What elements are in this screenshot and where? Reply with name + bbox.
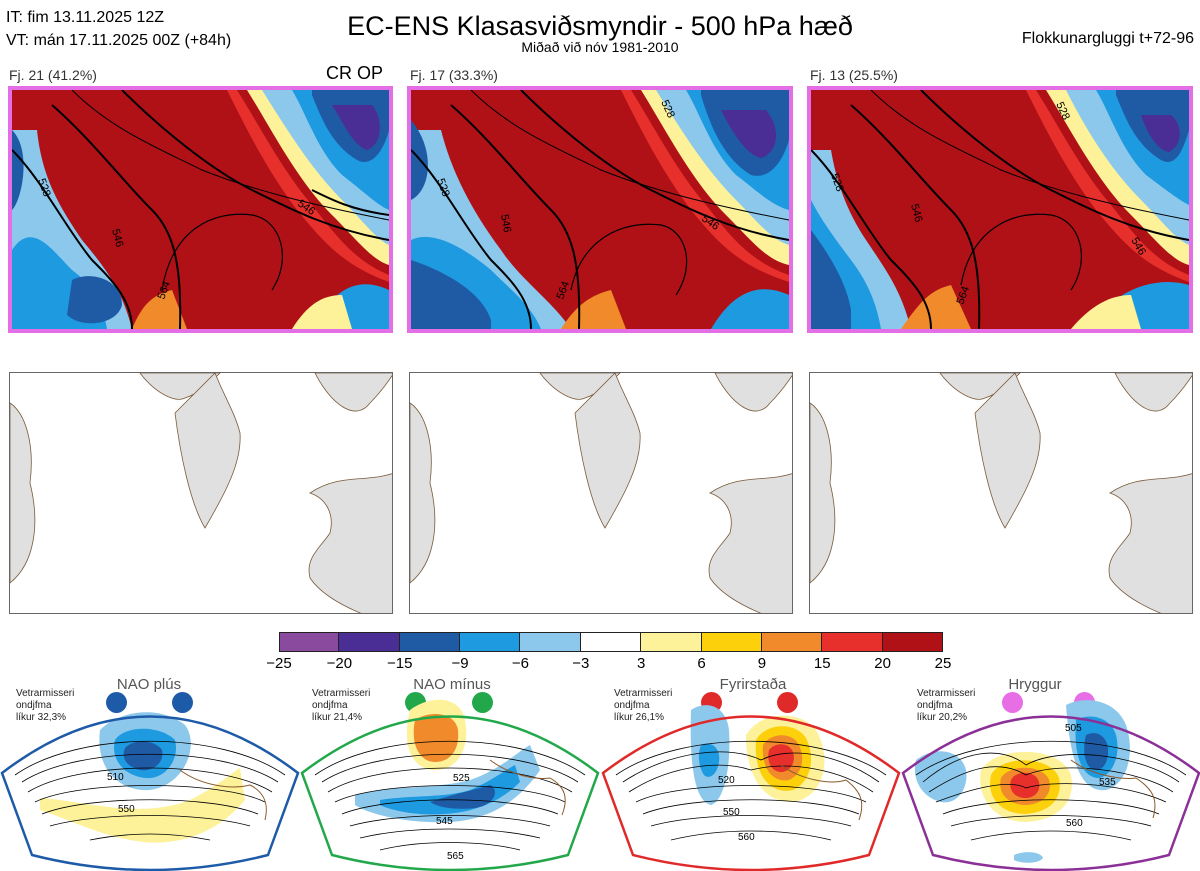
- colorbar-cell-7: [701, 632, 762, 652]
- panel-2-contour-label-a: 528: [434, 177, 452, 198]
- regime-4-note-prob: líkur 20,2%: [917, 712, 968, 723]
- colorbar-cell-4: [520, 632, 581, 652]
- run-info: IT: fim 13.11.2025 12Z VT: mán 17.11.202…: [6, 6, 231, 52]
- regime-2-dot-b: [472, 692, 493, 713]
- regime-1-dot-b: [172, 692, 193, 713]
- page-title: EC-ENS Klasasviðsmyndir - 500 hPa hæð: [347, 11, 853, 41]
- regime-1-contour-label-a: 510: [107, 772, 124, 783]
- panel-2-basemap: [409, 372, 793, 614]
- regime-3-note-season: Vetrarmisseri: [614, 688, 673, 699]
- colorbar-cell-3: [460, 632, 521, 652]
- regime-2-note-months: ondjfma: [312, 700, 348, 711]
- colorbar-cell-10: [882, 632, 943, 652]
- colorbar-tick-9: 15: [813, 655, 831, 672]
- panel-2-contour-label-b: 546: [498, 213, 513, 233]
- regime-1-note-prob: líkur 32,3%: [16, 712, 67, 723]
- panel-1-contour-label-b: 546: [109, 228, 125, 249]
- panel-1-contour-label-a: 528: [35, 177, 53, 198]
- regime-4-title: Hryggur: [1008, 676, 1062, 693]
- panel-2-contour-label-c: 564: [555, 280, 573, 301]
- regime-1-dot-a: [106, 692, 127, 713]
- panel-3-contour-label-b: 546: [908, 203, 924, 224]
- panel-3-contour-label-a: 528: [828, 172, 846, 193]
- panel-1-contour-label-c: 564: [156, 280, 174, 301]
- regime-4-dot-a: [1002, 692, 1023, 713]
- panel-3-label: Fj. 13 (25.5%): [810, 67, 898, 83]
- regime-2-map: 525 545 565: [300, 699, 600, 871]
- regime-2-note-season: Vetrarmisseri: [312, 688, 371, 699]
- regime-3-map: 520 550 560: [601, 705, 901, 871]
- regime-4-contour-label-c: 560: [1066, 818, 1083, 829]
- regime-4-map: 505 535 560: [901, 700, 1200, 871]
- colorbar-tick-7: 6: [697, 655, 706, 672]
- valid-time: VT: mán 17.11.2025 00Z (+84h): [6, 32, 232, 49]
- colorbar-cell-2: [399, 632, 461, 652]
- colorbar-tick-10: 20: [874, 655, 891, 672]
- panel-2-label: Fj. 17 (33.3%): [410, 67, 498, 83]
- colorbar-cell-1: [339, 632, 400, 652]
- panel-1-map: 528 546 564 528 546: [8, 86, 393, 333]
- regime-4-contour-label-b: 535: [1099, 777, 1116, 788]
- classification-window: Flokkunargluggi t+72-96: [1021, 30, 1194, 47]
- regime-3-note: Vetrarmisseri ondjfma líkur 26,1%: [614, 688, 672, 724]
- colorbar-cell-5: [580, 632, 642, 652]
- colorbar-tick-0: −25: [266, 655, 292, 672]
- colorbar-tick-5: −3: [572, 655, 590, 672]
- regime-1-note-season: Vetrarmisseri: [16, 688, 75, 699]
- colorbar-cell-6: [641, 632, 702, 652]
- colorbar-cell-8: [761, 632, 823, 652]
- colorbar-cell-9: [822, 632, 883, 652]
- regime-2-contour-label-b: 545: [436, 816, 453, 827]
- panel-3-contour-label-c: 564: [955, 285, 973, 306]
- regime-1-contour-label-b: 550: [118, 804, 135, 815]
- panel-1-label: Fj. 21 (41.2%): [9, 67, 97, 83]
- panel-1-basemap: [9, 372, 393, 614]
- panel-2-map: 528 546 564 528 546: [407, 86, 793, 333]
- colorbar-tick-6: 3: [636, 655, 646, 672]
- regime-2-note: Vetrarmisseri ondjfma líkur 21,4%: [312, 688, 370, 724]
- colorbar-tick-4: −6: [511, 655, 529, 672]
- regime-3-dot-b: [777, 692, 798, 713]
- regime-2-title: NAO mínus: [413, 676, 491, 693]
- colorbar-tick-2: −15: [386, 655, 413, 672]
- issue-time: IT: fim 13.11.2025 12Z: [6, 9, 165, 26]
- colorbar-cell-0: [279, 632, 340, 652]
- regime-2-note-prob: líkur 21,4%: [312, 712, 363, 723]
- regime-1-note: Vetrarmisseri ondjfma líkur 32,3%: [16, 688, 74, 724]
- colorbar-tick-8: 9: [757, 655, 767, 672]
- regime-3-contour-label-a: 520: [718, 775, 735, 786]
- regime-3-contour-label-b: 550: [723, 807, 740, 818]
- regime-3-title: Fyrirstaða: [719, 676, 787, 693]
- regime-4-note: Vetrarmisseri ondjfma líkur 20,2%: [917, 688, 975, 724]
- regime-1-map: 510 550: [0, 712, 300, 871]
- colorbar-tick-11: 25: [934, 655, 952, 672]
- regime-4-note-months: ondjfma: [917, 700, 953, 711]
- regime-4-note-season: Vetrarmisseri: [917, 688, 976, 699]
- regime-4-contour-label-a: 505: [1065, 723, 1082, 734]
- regime-1-title: NAO plús: [116, 676, 182, 693]
- colorbar-tick-1: −20: [326, 655, 353, 672]
- regime-1-note-months: ondjfma: [16, 700, 52, 711]
- panel-3-basemap: [809, 372, 1193, 614]
- panel-3-map: 528 546 564 528 546: [807, 86, 1193, 333]
- regime-2-contour-label-c: 565: [447, 851, 464, 862]
- regime-3-note-months: ondjfma: [614, 700, 650, 711]
- regime-3-note-prob: líkur 26,1%: [614, 712, 665, 723]
- regime-3-contour-label-c: 560: [738, 832, 755, 843]
- colorbar-tick-3: −9: [451, 655, 469, 672]
- panel-1-tag: CR OP: [326, 63, 384, 83]
- regime-2-contour-label-a: 525: [453, 773, 470, 784]
- page-subtitle: Miðað við nóv 1981-2010: [521, 39, 679, 55]
